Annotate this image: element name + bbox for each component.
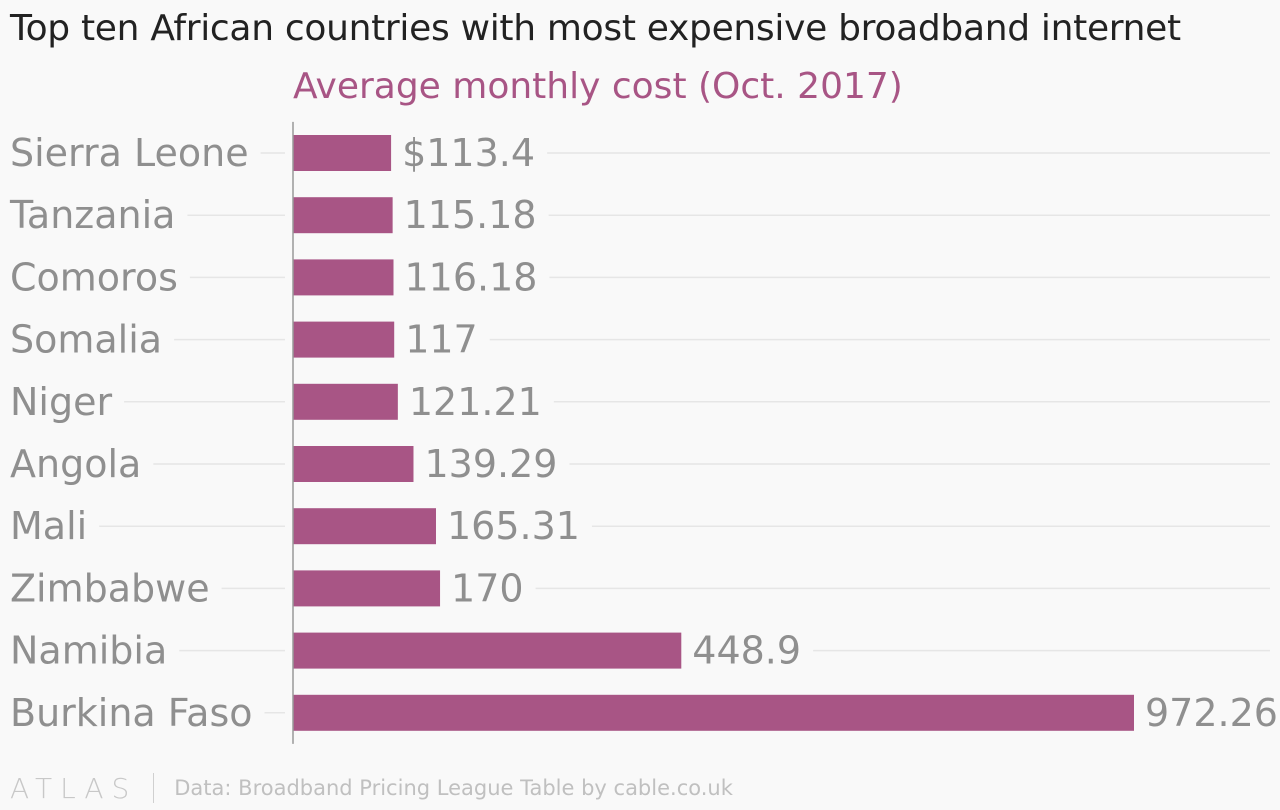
category-label: Tanzania bbox=[9, 193, 175, 237]
value-label: 165.31 bbox=[447, 504, 580, 548]
category-label: Burkina Faso bbox=[10, 691, 253, 735]
category-label: Angola bbox=[10, 442, 141, 486]
category-label: Mali bbox=[10, 504, 87, 548]
value-label: 139.29 bbox=[424, 442, 557, 486]
category-label: Niger bbox=[10, 380, 112, 424]
bar[interactable] bbox=[293, 632, 682, 669]
bar[interactable] bbox=[293, 570, 441, 607]
bar[interactable] bbox=[293, 508, 436, 545]
bar-chart: Sierra Leone $113.4 Tanzania 115.18 Comoros 1… bbox=[9, 121, 1278, 744]
category-label: Comoros bbox=[10, 255, 178, 299]
bar[interactable] bbox=[293, 694, 1134, 731]
bar[interactable] bbox=[293, 197, 393, 234]
value-label: 116.18 bbox=[404, 255, 537, 299]
chart-footer: ATLAS Data: Broadband Pricing League Tab… bbox=[10, 770, 733, 806]
source-note: Data: Broadband Pricing League Table by … bbox=[174, 776, 733, 800]
bar[interactable] bbox=[293, 259, 394, 296]
category-label: Sierra Leone bbox=[10, 131, 249, 175]
chart-subtitle: Average monthly cost (Oct. 2017) bbox=[293, 66, 903, 107]
value-label: 448.9 bbox=[692, 629, 801, 673]
footer-divider bbox=[153, 773, 155, 803]
bar[interactable] bbox=[293, 446, 414, 482]
value-label: 121.21 bbox=[409, 380, 542, 424]
atlas-logo[interactable]: ATLAS bbox=[10, 771, 138, 805]
value-label: $113.4 bbox=[402, 131, 535, 175]
bar[interactable] bbox=[293, 383, 398, 420]
value-label: 115.18 bbox=[404, 193, 537, 237]
value-label: 170 bbox=[451, 566, 524, 610]
category-label: Namibia bbox=[10, 629, 167, 673]
chart-title: Top ten African countries with most expe… bbox=[10, 8, 1181, 49]
bar[interactable] bbox=[293, 321, 395, 358]
value-label: 972.26 bbox=[1145, 691, 1278, 735]
category-label: Zimbabwe bbox=[10, 566, 210, 610]
bar[interactable] bbox=[293, 135, 392, 171]
category-label: Somalia bbox=[10, 318, 162, 362]
value-label: 117 bbox=[405, 318, 478, 362]
